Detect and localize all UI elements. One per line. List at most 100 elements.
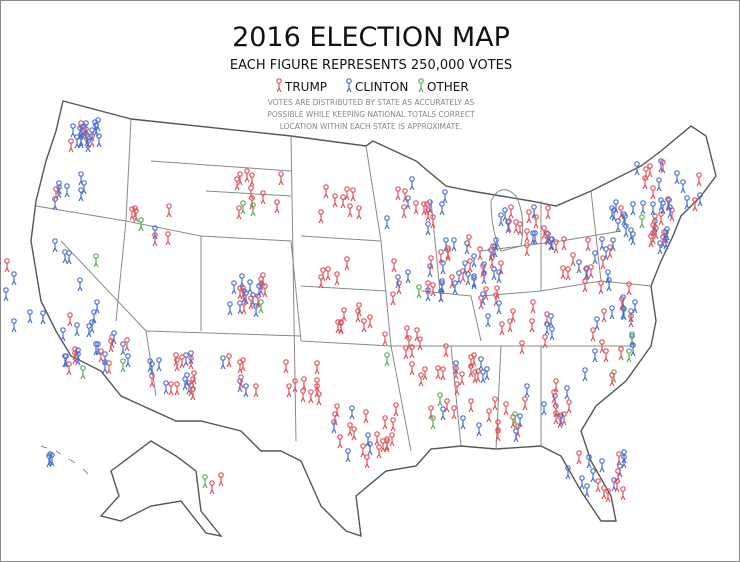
figure-head [465,271,471,277]
figure-body [529,323,535,333]
voter-figure [477,246,483,261]
figure-body [484,371,490,381]
figure-head [334,271,340,277]
figure-body [478,361,484,371]
figure-body [278,176,284,186]
figure-body [427,268,433,278]
voter-figure [692,197,698,212]
figure-head [276,78,282,84]
figure-head [510,308,516,314]
figure-body [390,422,396,432]
figure-body [430,287,436,297]
figure-body [274,204,280,214]
figure-body [226,358,232,368]
figure-head [168,381,174,387]
figure-body [179,359,185,369]
voter-figure [526,209,532,224]
figure-body [80,370,86,380]
figure-head [98,348,104,354]
state-borders [35,118,652,538]
figure-body [610,242,616,252]
figure-head [253,383,259,389]
figure-body [489,259,495,269]
figure-body [124,342,130,352]
figure-body [495,432,501,442]
voter-figure [476,422,482,437]
voter-figure [480,291,486,306]
figure-head [485,313,491,319]
figure-head [496,269,502,275]
voter-figure [647,163,653,178]
figure-head [629,331,635,337]
figure-head [89,319,95,325]
figure-body [384,220,390,230]
figure-body [77,130,83,140]
figure-body [496,305,502,315]
figure-body [438,254,444,264]
figure-body [91,314,97,324]
figure-head [435,365,441,371]
voter-figure [634,161,640,176]
figure-body [553,408,559,418]
voter-figure [561,236,567,251]
figure-body [361,323,367,333]
voter-figure [444,398,450,413]
figure-body [561,416,567,426]
voter-figure [466,234,472,249]
voter-figure [314,360,320,375]
voter-figure [592,348,598,363]
figure-body [493,242,499,252]
figure-body [553,383,559,393]
figure-body [460,420,466,430]
figure-body [684,200,690,210]
figure-body [505,224,511,234]
figure-head [367,314,373,320]
figure-body [234,181,240,191]
voter-figure [422,366,428,381]
figure-head [460,268,466,274]
figure-head [498,260,504,266]
figure-body [601,490,607,500]
figure-body [260,277,266,287]
figure-body [78,192,84,202]
figure-head [507,318,513,324]
figure-head [605,269,611,275]
figure-body [3,292,9,302]
voter-figure [480,263,486,278]
figure-body [56,185,62,195]
figure-head [260,272,266,278]
voter-figure [209,480,215,495]
figure-body [258,304,264,314]
figure-body [138,222,144,232]
figure-head [519,340,525,346]
figure-head [147,358,153,364]
figure-head [102,351,108,357]
figure-body [323,189,329,199]
figure-head [530,299,536,305]
figure-body [564,390,570,400]
figure-body [250,207,256,217]
voter-figure [626,281,632,296]
voter-figure [188,350,194,365]
figure-head [174,381,180,387]
figure-body [255,298,261,308]
voter-figure [621,454,627,469]
figure-body [480,374,486,384]
figure-body [660,205,666,215]
figure-body [344,261,350,271]
figure-body [600,260,606,270]
figure-head [220,355,226,361]
figure-body [628,232,634,242]
voter-figure [248,185,254,200]
voter-figure [478,356,484,371]
voter-figure [337,434,343,449]
voter-figure [498,260,504,275]
voter-figure [344,256,350,271]
figure-body [496,274,502,284]
figure-body [253,308,259,318]
voter-figure [318,209,324,224]
figure-head [632,299,638,305]
voter-figure [697,192,703,207]
figure-body [89,132,95,142]
legend-label: OTHER [427,80,469,94]
